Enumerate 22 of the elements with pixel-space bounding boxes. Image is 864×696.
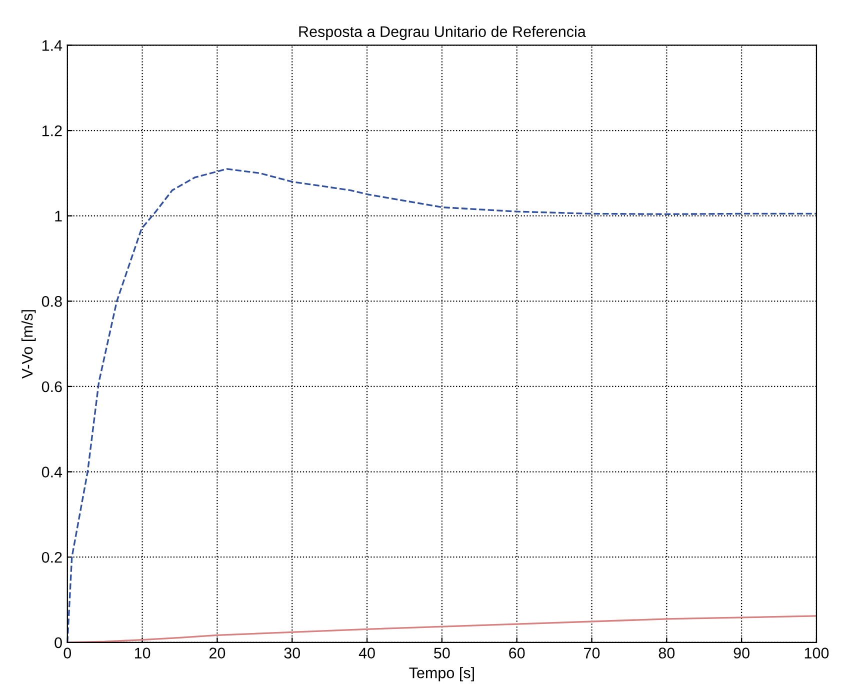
x-tick-label: 20 (209, 648, 226, 658)
y-tick-label: 0 (54, 637, 62, 648)
y-tick-label: 1.4 (42, 40, 62, 51)
y-tick-label: 0.6 (42, 381, 62, 392)
x-tick-label: 40 (358, 648, 375, 658)
y-axis-title: V-Vo [m/s] (21, 310, 36, 379)
x-tick-label: 70 (584, 648, 600, 658)
y-tick-label: 1 (55, 210, 62, 222)
chart-title: Resposta a Degrau Unitario de Referencia (299, 26, 586, 40)
y-tick-label: 0.2 (42, 552, 62, 563)
x-tick-label: 80 (658, 648, 675, 658)
x-tick-label: 100 (804, 648, 829, 658)
x-tick-label: 30 (284, 648, 300, 658)
x-tick-label: 10 (134, 648, 150, 658)
x-tick-label: 90 (734, 648, 750, 658)
y-tick-label: 0.8 (42, 296, 62, 307)
y-tick-label: 1.2 (42, 125, 62, 136)
y-tick-label: 0.4 (42, 466, 62, 478)
x-tick-label: 60 (509, 648, 525, 658)
x-tick-label: 50 (434, 648, 450, 658)
x-axis-title: Tempo [s] (409, 667, 474, 682)
x-tick-label: 0 (64, 648, 72, 658)
